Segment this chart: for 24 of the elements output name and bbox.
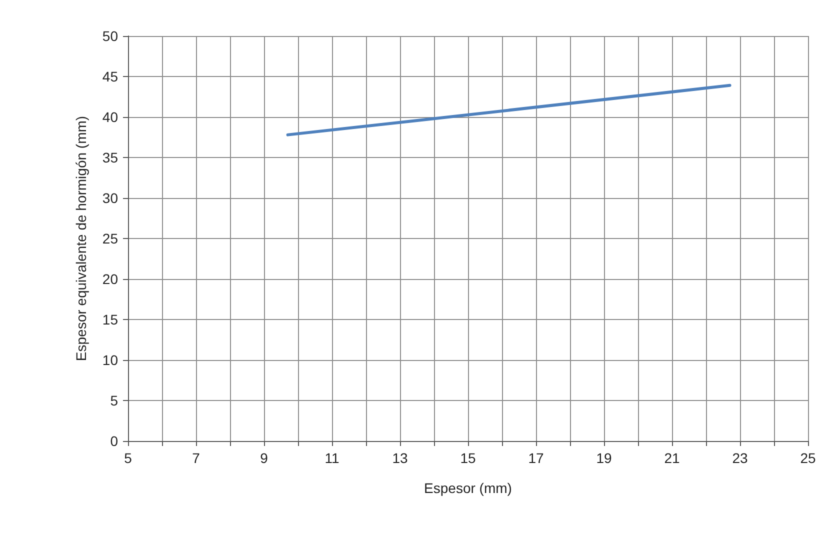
x-tick-label: 15 [460, 450, 476, 466]
x-tick-label: 5 [124, 450, 132, 466]
y-tick-label: 20 [102, 271, 118, 287]
y-tick-label: 25 [102, 230, 118, 246]
x-tick-label: 9 [260, 450, 268, 466]
y-tick-label: 15 [102, 312, 118, 328]
x-tick-label: 17 [528, 450, 544, 466]
x-axis-title: Espesor (mm) [424, 480, 512, 496]
x-tick-label: 25 [800, 450, 816, 466]
y-tick-label: 50 [102, 28, 118, 44]
y-axis-title: Espesor equivalente de hormigón (mm) [73, 116, 89, 362]
y-tick-label: 45 [102, 68, 118, 84]
y-tick-label: 40 [102, 109, 118, 125]
x-tick-label: 21 [664, 450, 680, 466]
y-tick-label: 10 [102, 352, 118, 368]
y-tick-label: 0 [110, 433, 118, 449]
x-tick-label: 19 [596, 450, 612, 466]
x-tick-label: 11 [324, 450, 340, 466]
y-tick-label: 35 [102, 150, 118, 166]
x-tick-label: 13 [392, 450, 408, 466]
x-tick-label: 23 [732, 450, 748, 466]
y-tick-label: 30 [102, 190, 118, 206]
y-tick-label: 5 [110, 392, 118, 408]
x-tick-label: 7 [192, 450, 200, 466]
